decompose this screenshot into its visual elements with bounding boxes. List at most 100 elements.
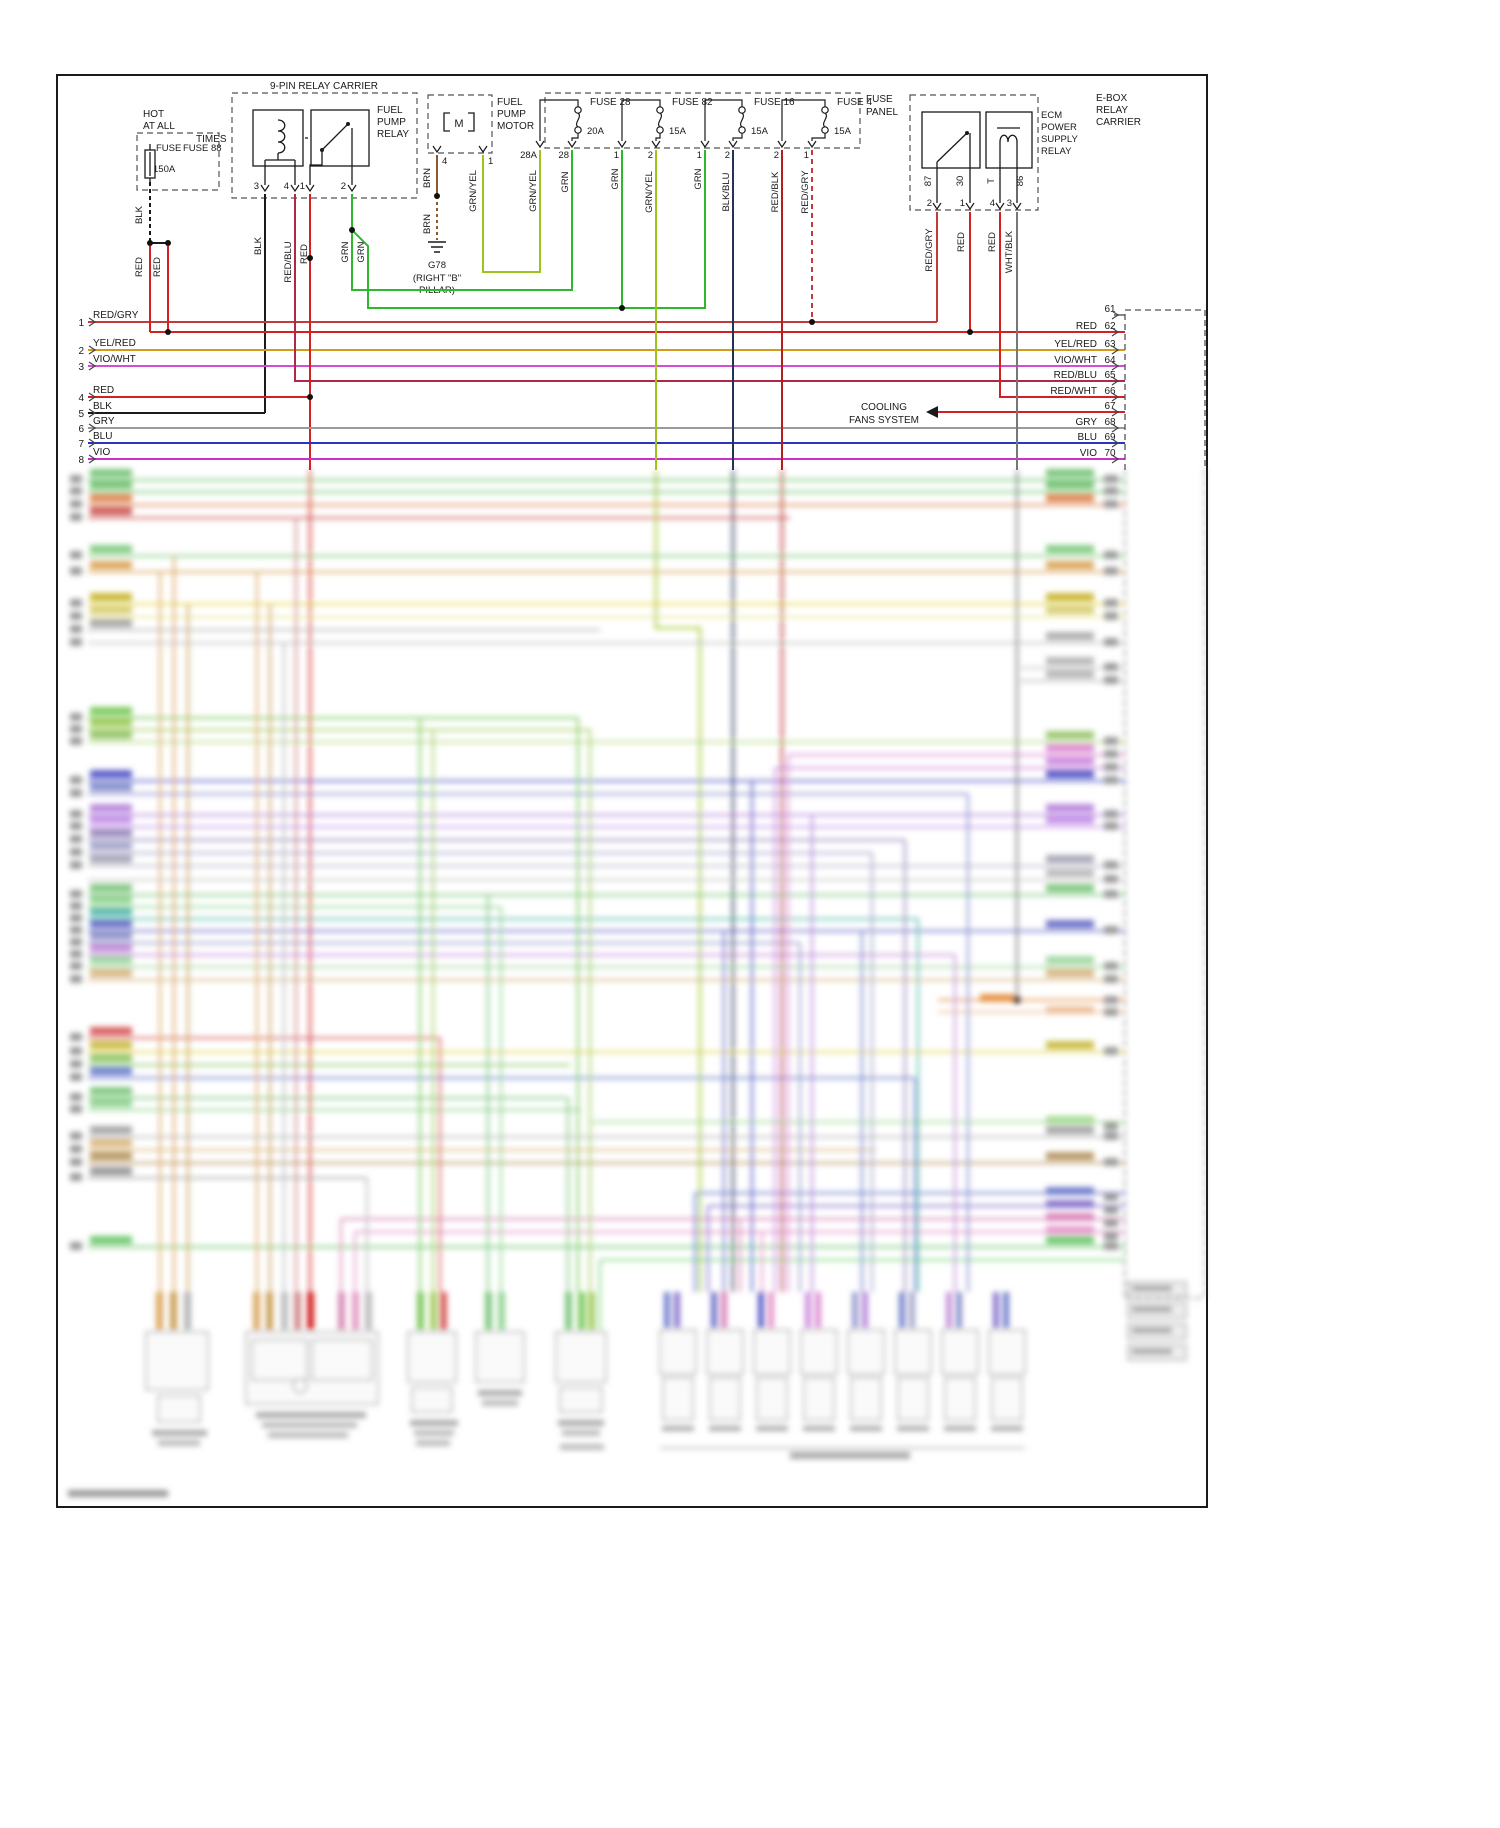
ground-code: G78	[428, 260, 446, 271]
row-num-3: 3	[78, 362, 84, 373]
relay-carrier-group: 9-PIN RELAY CARRIER FUEL PUMP RELAY 3 4 …	[231, 81, 418, 283]
row-num-1: 1	[78, 318, 84, 329]
fuel-pump-motor-group: M FUEL PUMP MOTOR 4 1 BRN GRN/YEL BRN G7…	[413, 94, 534, 296]
fuse-name: FUSE 88	[183, 143, 222, 154]
fuse-panel-label-1: FUSE	[866, 94, 893, 105]
fuse28-wire-b: GRN	[560, 171, 571, 192]
row-label-5: BLK	[93, 401, 112, 412]
row-num-70: 70	[1104, 448, 1116, 459]
motor-label-2: PUMP	[497, 109, 526, 120]
hot-label-3: TIMES	[196, 134, 227, 145]
ebox-terminal-86: 86	[1015, 176, 1026, 187]
left-row-ticks	[88, 317, 97, 464]
fuse-word: FUSE	[156, 143, 181, 154]
row-num-62: 62	[1104, 321, 1116, 332]
wire-label-brn-2: BRN	[422, 214, 433, 234]
motor-pin-4: 4	[442, 156, 447, 167]
row-num-63: 63	[1104, 339, 1116, 350]
hot-label-1: HOT	[143, 109, 164, 120]
fuse16-pin-b: 2	[725, 150, 730, 161]
wire-label-red-a: RED	[134, 257, 145, 277]
fuse-symbols	[539, 99, 829, 141]
diagram-frame	[56, 74, 1208, 1508]
fuse4-name: FUSE 4	[837, 97, 872, 108]
ground-icon	[428, 241, 446, 253]
fuse28-pin-a: 28A	[520, 150, 538, 161]
row-label-63: YEL/RED	[1054, 339, 1097, 350]
wire-grn-b	[351, 150, 706, 309]
row-label-1: RED/GRY	[93, 310, 139, 321]
wire-row-66	[999, 212, 1125, 398]
relay-pin-marks	[260, 184, 357, 193]
cooling-label-2: FANS SYSTEM	[849, 415, 919, 426]
row-num-4: 4	[78, 393, 84, 404]
cooling-fans-callout: COOLING FANS SYSTEM	[849, 402, 938, 426]
fuse-carrier-box	[136, 132, 220, 191]
ebox-title-3: CARRIER	[1096, 117, 1141, 128]
ecm-relay-label-1: ECM	[1041, 110, 1062, 121]
blurred-lower-section	[68, 469, 1206, 1497]
fuse4-pin-b: 1	[804, 150, 809, 161]
ebox-relay-carrier-group: E-BOX RELAY CARRIER ECM POWER SUPPLY REL…	[909, 93, 1141, 273]
fuse-panel-label-2: PANEL	[866, 107, 898, 118]
row-num-5: 5	[78, 409, 84, 420]
fuse16-name: FUSE 16	[754, 97, 795, 108]
motor-box	[427, 94, 493, 154]
fuse82-wire-a: GRN	[610, 168, 621, 189]
row-label-66: RED/WHT	[1050, 386, 1097, 397]
right-row-ticks	[1111, 310, 1120, 464]
fuse28-pin-b: 28	[558, 150, 569, 161]
ebox-title-1: E-BOX	[1096, 93, 1127, 104]
fuse28-wire-a: GRN/YEL	[528, 170, 539, 212]
row-num-67: 67	[1104, 401, 1116, 412]
row-label-65: RED/BLU	[1054, 370, 1097, 381]
motor-label-3: MOTOR	[497, 121, 534, 132]
row-label-6: GRY	[93, 416, 115, 427]
row-num-8: 8	[78, 455, 84, 466]
fuse4-pin-a: 2	[774, 150, 779, 161]
row-label-4: RED	[93, 385, 114, 396]
row-label-8: VIO	[93, 447, 110, 458]
row-num-65: 65	[1104, 370, 1116, 381]
ecm-relay-label-2: POWER	[1041, 122, 1077, 133]
row-num-6: 6	[78, 424, 84, 435]
ebox-title-2: RELAY	[1096, 105, 1128, 116]
hot-label-2: AT ALL	[143, 121, 175, 132]
ebox-pin-1: 1	[960, 198, 965, 209]
row-label-62: RED	[1076, 321, 1097, 332]
ebox-pin-4: 4	[990, 198, 995, 209]
row-label-69: BLU	[1078, 432, 1097, 443]
fuse4-wire-a: RED/BLK	[770, 171, 781, 212]
wire-label-red-d: RED	[956, 232, 967, 252]
wire-label-grn-a: GRN	[340, 241, 351, 262]
fuse4-wire-b: RED/GRY	[800, 170, 811, 214]
fuse-pin-marks	[535, 140, 817, 149]
row-num-69: 69	[1104, 432, 1116, 443]
wire-label-red-e: RED	[987, 232, 998, 252]
wire-label-grn-yel: GRN/YEL	[468, 170, 479, 212]
fuse16-wire-a: GRN	[693, 168, 704, 189]
relay-pin-3: 3	[254, 181, 259, 192]
row-label-68: GRY	[1076, 417, 1098, 428]
row-label-2: YEL/RED	[93, 338, 136, 349]
wire-label-blk-2: BLK	[253, 236, 264, 255]
ebox-terminal-30: 30	[955, 176, 966, 187]
right-connector-group: 61 RED 62 YEL/RED 63 VIO/WHT 64 RED/BLU 65 R…	[1050, 304, 1206, 470]
fuse-icon	[144, 144, 156, 182]
cooling-arrow-icon	[926, 406, 938, 418]
row-num-2: 2	[78, 346, 84, 357]
row-num-64: 64	[1104, 355, 1116, 366]
fuse16-pin-a: 1	[697, 150, 702, 161]
junction-dots	[147, 193, 973, 400]
relay-pin-4: 4	[284, 181, 289, 192]
fuse-panel-box	[544, 92, 861, 149]
motor-label-1: FUEL	[497, 97, 523, 108]
power-source-group: HOT AT ALL TIMES FUSE FUSE 88 150A BLK R…	[134, 109, 227, 277]
row-label-64: VIO/WHT	[1054, 355, 1097, 366]
fuse82-wire-b: GRN/YEL	[644, 171, 655, 213]
ebox-pin-2: 2	[927, 198, 932, 209]
fuse28-name: FUSE 28	[590, 97, 631, 108]
wire-grn-a	[351, 150, 573, 291]
ecm-relay-label-3: SUPPLY	[1041, 134, 1078, 145]
